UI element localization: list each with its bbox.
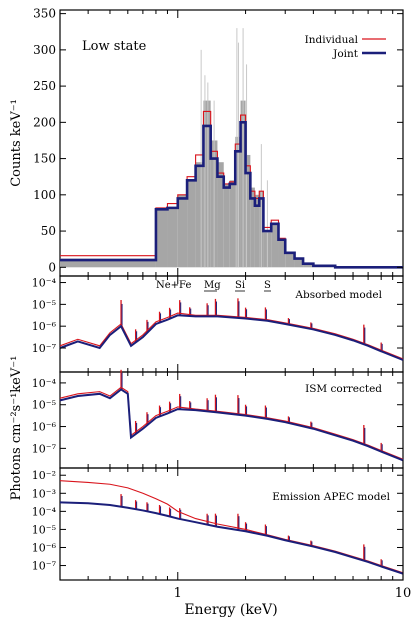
ytick-label-ism-0: 10⁻⁴ [32,377,57,390]
data-bar-19 [278,238,286,268]
line-label-nefe: Ne+Fe [156,280,191,291]
ytick-label-300: 300 [33,43,56,57]
ytick-label-50: 50 [41,224,56,238]
ytick-label-200: 200 [33,115,56,129]
ytick-label-ism-3: 10⁻⁷ [32,442,57,455]
series-joint-counts [60,121,403,269]
ytick-label-350: 350 [33,7,56,21]
y-axis-label-counts: Counts keV⁻¹ [9,99,24,187]
ytick-label-ism-2: 10⁻⁶ [32,421,57,434]
ytick-label-0: 0 [48,260,56,274]
data-bar-2 [167,207,178,268]
ytick-label-absorbed-1: 10⁻⁵ [32,298,56,311]
ytick-label-apec-0: 10⁻² [32,469,56,482]
line-label-mg: Mg [204,280,221,291]
series-joint-ism [59,388,404,462]
ytick-label-apec-4: 10⁻⁶ [32,541,57,554]
model-series [59,110,404,575]
ytick-label-apec-1: 10⁻³ [32,487,56,500]
series-joint-apec [59,501,404,575]
data-bar-20 [285,252,295,268]
annotation-ism: ISM corrected [305,383,382,395]
data-bar-9 [223,183,230,268]
legend: Individual Joint [305,34,386,60]
data-bar-14 [250,187,255,268]
ytick-label-apec-3: 10⁻⁵ [32,523,56,536]
counts-histogram-bars [60,28,336,268]
data-bar-13 [245,154,251,268]
x-axis-label: Energy (keV) [184,602,277,618]
ytick-label-absorbed-3: 10⁻⁷ [32,342,57,355]
xtick-label-1: 1 [174,586,182,601]
data-bar-4 [187,180,196,268]
legend-label-individual: Individual [305,34,359,46]
data-bar-0 [60,258,156,268]
data-bar-21 [294,258,304,268]
annotation-apec: Emission APEC model [272,491,390,503]
annotation-absorbed: Absorbed model [294,289,382,301]
ytick-label-apec-2: 10⁻⁴ [32,505,57,518]
line-label-si: Si [235,280,245,291]
data-bar-1 [155,209,168,268]
data-bar-5 [195,162,204,268]
data-bar-22 [303,263,314,268]
data-bar-6 [203,100,211,268]
ytick-label-absorbed-2: 10⁻⁶ [32,320,57,333]
model-emission-lines [120,298,383,567]
data-bar-8 [217,162,224,268]
annotation-low-state: Low state [82,39,147,54]
xtick-label-10: 10 [395,586,412,601]
data-bar-15 [254,194,260,268]
series-joint-absorbed [59,314,404,361]
legend-label-joint: Joint [332,48,359,60]
panel-frame-apec [59,467,404,581]
axis-ticks: 0 50 100 150 200 250 300 350 10⁻⁴ 10⁻⁵ 10⁻⁶ 10⁻⁷ 10⁻… [32,7,411,601]
series-individual-absorbed [59,312,404,360]
data-bar-10 [229,180,236,268]
ytick-label-250: 250 [33,79,56,93]
line-labels: Ne+Fe Mg Si S [156,280,271,292]
series-individual-ism [59,386,404,460]
y-axis-label-photons: Photons cm⁻²s⁻¹keV⁻¹ [9,356,24,501]
ytick-label-100: 100 [33,188,56,202]
data-bar-18 [271,223,279,268]
ytick-label-absorbed-0: 10⁻⁴ [32,277,57,290]
ytick-label-apec-5: 10⁻⁷ [32,560,57,573]
ytick-label-150: 150 [33,152,56,166]
data-bar-11 [235,136,241,268]
data-bar-3 [177,194,188,268]
line-label-s: S [264,280,271,291]
ytick-label-ism-1: 10⁻⁵ [32,399,56,412]
